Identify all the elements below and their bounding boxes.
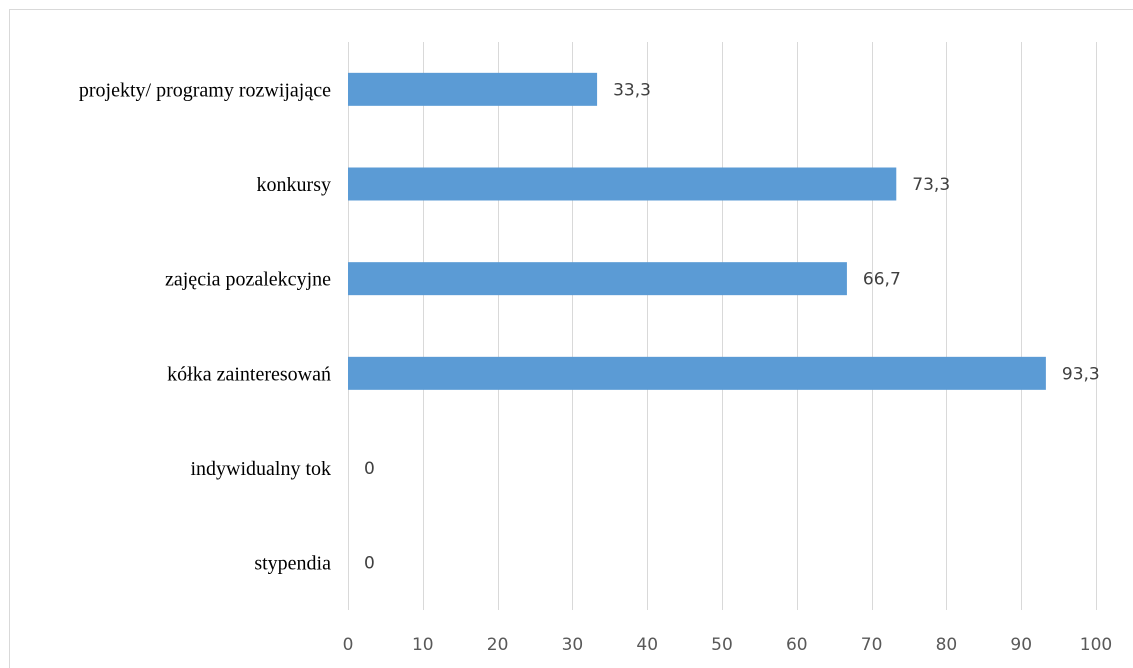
data-label: 66,7: [863, 270, 901, 290]
data-label: 73,3: [912, 175, 950, 195]
bars: [348, 72, 1046, 390]
data-label: 0: [364, 554, 375, 574]
bar: [348, 167, 897, 201]
x-tick-label: 30: [562, 635, 584, 655]
x-tick-label: 20: [487, 635, 509, 655]
category-label: konkursy: [257, 174, 331, 196]
bar: [348, 356, 1046, 390]
x-tick-label: 50: [711, 635, 733, 655]
category-label: stypendia: [254, 553, 331, 575]
data-label: 0: [364, 459, 375, 479]
category-label: projekty/ programy rozwijające: [79, 79, 331, 101]
x-tick-labels: 0 10 20 30 40 50 60 70 80 90 100: [343, 635, 1113, 655]
data-label: 93,3: [1062, 364, 1100, 384]
x-tick-label: 40: [636, 635, 658, 655]
data-labels: 33,3 73,3 66,7 93,3 0 0: [364, 80, 1100, 573]
category-label: zajęcia pozalekcyjne: [165, 269, 331, 291]
x-tick-label: 100: [1080, 635, 1112, 655]
gridlines: [348, 42, 1097, 610]
bar: [348, 72, 598, 106]
data-label: 33,3: [613, 80, 651, 100]
chart-frame: [9, 9, 1133, 668]
x-tick-label: 10: [412, 635, 434, 655]
x-tick-label: 60: [786, 635, 808, 655]
x-tick-label: 80: [936, 635, 958, 655]
category-labels: projekty/ programy rozwijające konkursy za…: [79, 79, 331, 574]
x-tick-label: 70: [861, 635, 883, 655]
category-label: kółka zainteresowań: [167, 363, 331, 385]
x-tick-label: 90: [1010, 635, 1032, 655]
x-tick-label: 0: [343, 635, 354, 655]
category-label: indywidualny tok: [190, 458, 331, 480]
bar: [348, 262, 847, 296]
